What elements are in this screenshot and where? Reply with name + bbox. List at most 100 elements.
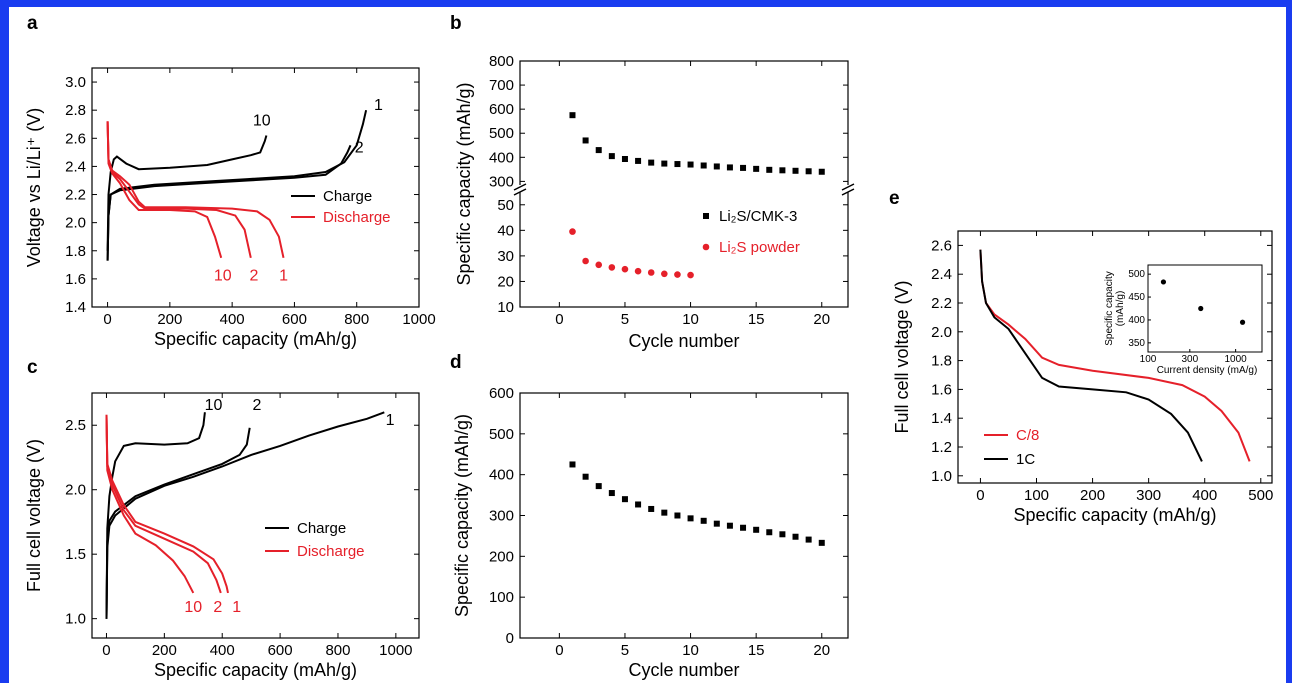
data-point <box>805 536 812 543</box>
x-tick-label: 200 <box>152 642 177 659</box>
data-point <box>805 168 812 175</box>
y-tick-label: 300 <box>489 508 514 525</box>
y-tick-label: 200 <box>489 548 514 565</box>
data-point <box>713 163 720 170</box>
inset-y-tick-label: 350 <box>1128 338 1145 349</box>
x-tick-label: 800 <box>344 311 369 328</box>
x-tick-label: 200 <box>157 311 182 328</box>
y-axis-label: Specific capacity (mAh/g) <box>454 82 474 285</box>
y-axis-label: Full cell voltage (V) <box>24 439 44 592</box>
x-tick-label: 20 <box>813 311 830 328</box>
data-point <box>713 520 720 527</box>
series-line <box>105 414 222 594</box>
data-point <box>687 515 694 522</box>
data-point <box>635 501 642 508</box>
data-point <box>621 155 628 162</box>
data-point <box>700 162 707 169</box>
x-tick-label: 10 <box>682 642 699 659</box>
y-tick-label: 1.2 <box>931 439 952 456</box>
series-line <box>106 121 252 259</box>
x-axis-label: Specific capacity (mAh/g) <box>1013 505 1216 525</box>
data-point <box>569 112 576 119</box>
axis-break-gap <box>514 185 526 192</box>
curve-label: 10 <box>205 397 223 414</box>
series-line <box>105 414 195 594</box>
inset-plot: 100 300 1000 350 400 450 500 Current density (m… <box>1104 264 1263 376</box>
panel-letter: b <box>450 13 462 34</box>
y-axis-label: Voltage vs Li/Li⁺ (V) <box>24 108 44 268</box>
curve-label: 1 <box>279 267 288 284</box>
legend-label: Discharge <box>323 209 391 226</box>
x-tick-label: 20 <box>813 642 830 659</box>
curve-label: 10 <box>253 113 271 130</box>
inset-y-tick-label: 400 <box>1128 315 1145 326</box>
inset-frame <box>1147 264 1263 353</box>
y-tick-label: 10 <box>497 299 514 316</box>
legend-marker <box>702 243 710 251</box>
y-tick-label: 2.2 <box>65 187 86 204</box>
x-tick-label: 10 <box>682 311 699 328</box>
panel-letter: e <box>889 188 900 209</box>
data-point <box>621 265 629 273</box>
series-line <box>105 427 251 619</box>
data-point <box>595 483 602 490</box>
y-tick-label: 1.8 <box>931 353 952 370</box>
curve-label: 1 <box>386 412 395 429</box>
data-point <box>740 164 747 171</box>
x-tick-label: 500 <box>1248 487 1273 504</box>
panel-e: e 0 100 200 300 400 500 1.0 1.2 1.4 1.6 1.8 2.0 2.2 2.… <box>889 188 1273 525</box>
data-point <box>648 505 655 512</box>
series-line <box>106 121 285 259</box>
y-tick-label: 500 <box>489 125 514 142</box>
inset-x-tick-label: 300 <box>1181 354 1198 365</box>
inset-y-tick-label: 450 <box>1128 292 1145 303</box>
y-tick-label: 700 <box>489 77 514 94</box>
data-point <box>608 264 616 271</box>
data-point <box>569 461 576 468</box>
x-tick-label: 5 <box>621 311 629 328</box>
inset-x-axis-label: Current density (mA/g) <box>1157 365 1258 376</box>
curve-label: 10 <box>184 599 202 616</box>
data-point <box>595 261 603 269</box>
legend-label: 1C <box>1016 451 1035 468</box>
y-tick-label: 1.6 <box>931 381 952 398</box>
y-axis-label: Specific capacity (mAh/g) <box>452 414 472 617</box>
axis-break-mark <box>513 183 527 191</box>
data-point <box>608 153 615 160</box>
series-line <box>106 121 223 259</box>
y-tick-label: 600 <box>489 101 514 118</box>
y-tick-label: 600 <box>489 385 514 402</box>
y-tick-label: 800 <box>489 53 514 70</box>
inset-y-axis-label: Specific capacity <box>1104 271 1115 345</box>
y-tick-label: 2.0 <box>65 482 86 499</box>
curve-label: 10 <box>214 267 232 284</box>
inset-x-tick-label: 1000 <box>1224 354 1247 365</box>
y-tick-label: 2.2 <box>931 295 952 312</box>
data-point <box>608 490 615 497</box>
inset-y-tick-label: 500 <box>1128 269 1145 280</box>
y-tick-label: 500 <box>489 426 514 443</box>
y-tick-label: 40 <box>497 222 514 239</box>
data-point <box>818 539 825 546</box>
plot-frame <box>91 392 420 639</box>
panel-a: a 0 200 400 600 800 1000 1.4 1.6 1.8 2.0 2.2 2.4 2.6 2… <box>24 13 436 349</box>
inset-y-axis-label: (mAh/g) <box>1115 291 1126 327</box>
data-point <box>687 161 694 168</box>
y-tick-label: 20 <box>497 273 514 290</box>
x-tick-label: 400 <box>210 642 235 659</box>
y-tick-label: 1.8 <box>65 243 86 260</box>
inset-data-point <box>1198 305 1204 312</box>
inset-data-point <box>1160 279 1167 285</box>
data-point <box>648 159 655 166</box>
data-point <box>753 165 760 172</box>
legend-label: Charge <box>297 520 346 537</box>
data-point <box>766 529 773 536</box>
x-tick-label: 0 <box>555 311 563 328</box>
data-point <box>674 161 681 168</box>
x-tick-label: 15 <box>748 311 765 328</box>
y-tick-label: 2.5 <box>65 417 86 434</box>
legend-label: Li₂S/CMK-3 <box>719 208 797 225</box>
y-tick-label: 1.4 <box>65 299 86 316</box>
y-tick-label: 50 <box>497 197 514 214</box>
y-tick-label: 1.6 <box>65 271 86 288</box>
